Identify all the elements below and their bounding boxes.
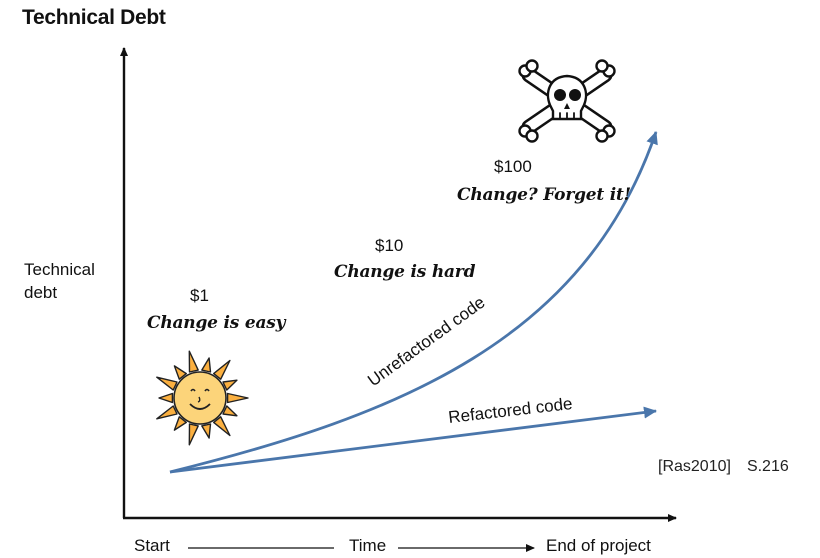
refactored-code-label: Refactored code [447,394,573,427]
sun-ray [213,416,231,437]
skull-crossbones-icon [518,59,616,143]
citation-source: [Ras2010] [658,458,731,475]
sun-ray [222,379,238,391]
stage-3-note: Change? Forget it! [457,185,631,205]
sun-icon [156,350,249,446]
sun-ray [201,423,212,439]
refactored-code-line [169,406,657,474]
y-axis-label-line2: debt [24,283,58,302]
sun-ray [173,365,187,380]
citation-page: S.216 [746,458,789,475]
stage-3-cost: $100 [494,157,532,176]
y-axis-label: Technical debt [24,258,124,304]
diagram-title: Technical Debt [22,6,166,29]
sun-ray [188,350,199,373]
y-axis-label-line1: Technical [24,260,95,279]
stage-1-note: Change is easy [147,313,286,333]
citation: [Ras2010] S.216 [658,458,789,476]
sun-ray [156,376,178,391]
sun-ray [156,405,178,420]
x-axis-start-label: Start [134,536,170,555]
sun-ray [201,357,212,373]
sun-ray [158,392,174,404]
unrefactored-code-curve [169,131,658,474]
stage-2-cost: $10 [375,236,404,255]
sun-ray [173,416,187,431]
sun-ray [213,359,231,380]
sun-ray [222,405,238,417]
sun-ray [226,392,249,404]
x-axis-time-label: Time [349,536,387,555]
stage-2-note: Change is hard [334,262,476,282]
unrefactored-code-label: Unrefactored code [364,293,488,391]
stage-1-cost: $1 [190,286,209,305]
sun-ray [188,423,199,446]
x-axis-end-label: End of project [546,536,651,555]
